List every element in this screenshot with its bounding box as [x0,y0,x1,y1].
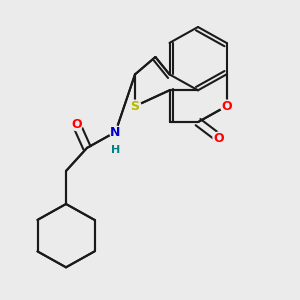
Circle shape [129,100,141,112]
Text: N: N [110,125,121,139]
Circle shape [110,126,122,138]
Circle shape [213,132,225,144]
Text: S: S [130,100,140,113]
Circle shape [70,118,83,130]
Text: O: O [221,100,232,113]
Text: H: H [111,145,120,155]
Text: O: O [214,131,224,145]
Text: O: O [71,118,82,131]
Circle shape [220,100,232,112]
